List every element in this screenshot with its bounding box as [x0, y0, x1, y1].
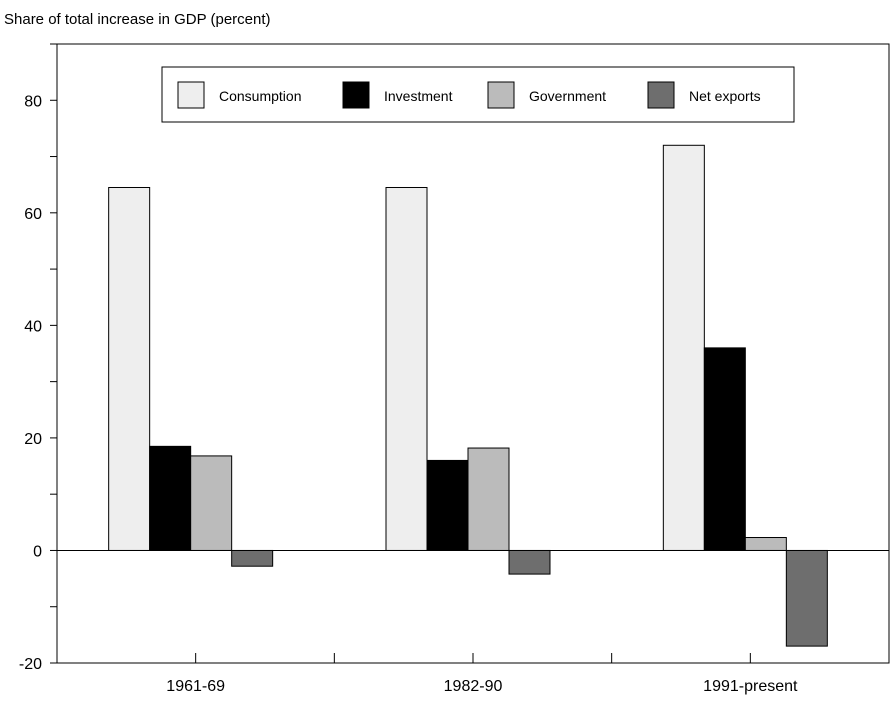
x-tick-label: 1961-69 [166, 678, 225, 695]
bar [785, 549, 828, 647]
y-tick-label: 40 [24, 318, 42, 335]
bar [508, 549, 551, 575]
chart-title: Share of total increase in GDP (percent) [4, 11, 271, 28]
bar [385, 186, 428, 551]
legend-swatch [487, 81, 515, 109]
bar [231, 549, 274, 567]
bar [426, 459, 469, 551]
x-tick-label: 1982-90 [444, 678, 503, 695]
y-tick-label: 0 [33, 543, 42, 560]
legend-label: Government [529, 88, 606, 104]
bar [190, 455, 233, 551]
y-tick-label: 20 [24, 431, 42, 448]
x-tick-label: 1991-present [703, 678, 798, 695]
bar [662, 144, 705, 551]
legend-swatch [647, 81, 675, 109]
y-tick-label: -20 [19, 656, 42, 673]
bar [703, 347, 746, 551]
plot-frame [56, 43, 890, 664]
bar [108, 186, 151, 551]
legend-label: Investment [384, 88, 453, 104]
legend-box [161, 66, 795, 123]
legend-swatch [342, 81, 370, 109]
legend-label: Consumption [219, 88, 302, 104]
legend: Consumption Investment Government Net expor… [161, 66, 795, 123]
bar [467, 447, 510, 551]
bar [744, 537, 787, 551]
y-tick-label: 80 [24, 93, 42, 110]
legend-swatch [177, 81, 205, 109]
y-tick-label: 60 [24, 206, 42, 223]
legend-label: Net exports [689, 88, 761, 104]
axis-group: -20 0 20 40 60 80 1961-69 1982-90 1991-present [19, 43, 798, 695]
bar [149, 445, 192, 551]
bars-group [108, 144, 828, 647]
